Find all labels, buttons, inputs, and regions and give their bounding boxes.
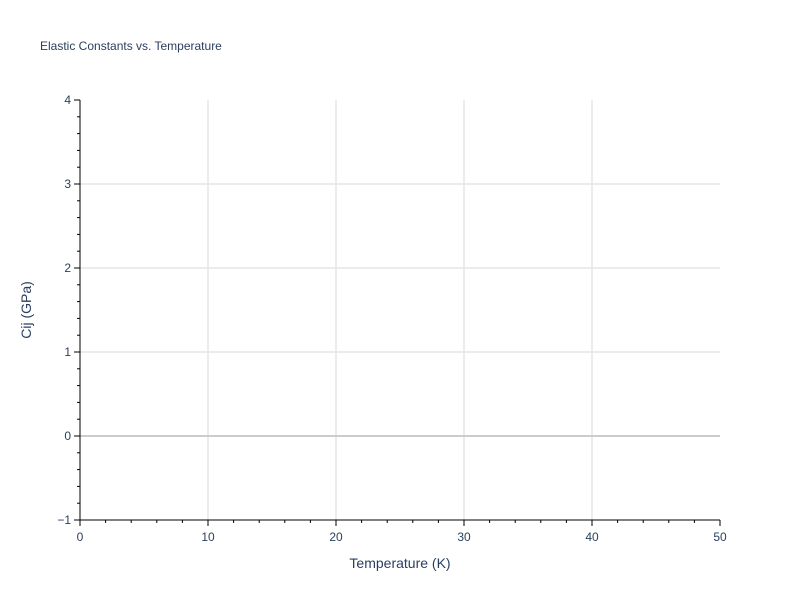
x-axis-label: Temperature (K) bbox=[349, 555, 450, 571]
y-tick-label: 3 bbox=[64, 177, 71, 191]
x-tick-label: 10 bbox=[201, 530, 215, 544]
grid bbox=[80, 100, 720, 520]
x-tick-label: 50 bbox=[713, 530, 727, 544]
x-tick-label: 20 bbox=[329, 530, 343, 544]
y-tick-label: −1 bbox=[57, 513, 71, 527]
x-tick-label: 40 bbox=[585, 530, 599, 544]
x-tick-label: 30 bbox=[457, 530, 471, 544]
y-tick-label: 1 bbox=[64, 345, 71, 359]
y-tick-label: 0 bbox=[64, 429, 71, 443]
chart-title: Elastic Constants vs. Temperature bbox=[40, 39, 222, 53]
y-tick-label: 2 bbox=[64, 261, 71, 275]
x-tick-label: 0 bbox=[77, 530, 84, 544]
y-axis-label: Cij (GPa) bbox=[18, 281, 34, 339]
y-tick-label: 4 bbox=[64, 93, 71, 107]
axes: 0 10 20 30 40 50 −1 0 1 2 3 4 bbox=[57, 93, 727, 544]
